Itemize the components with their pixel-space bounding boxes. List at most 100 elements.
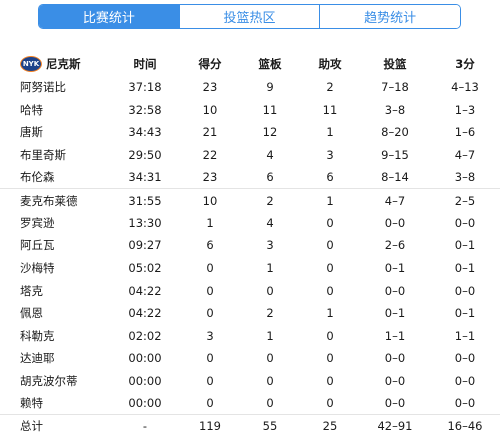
column-header-assists[interactable]: 助攻 <box>318 57 342 71</box>
tab-game-stats[interactable]: 比赛统计 <box>39 5 179 28</box>
player-rebounds: 1 <box>266 261 274 276</box>
player-assists: 11 <box>322 102 338 117</box>
totals-label: 总计 <box>0 414 110 438</box>
player-minutes: 02:02 <box>128 328 162 343</box>
player-minutes: 05:02 <box>128 261 162 276</box>
player-row[interactable]: 科勒克 02:02 3 1 0 1–1 1–1 <box>0 325 500 348</box>
player-rebounds: 0 <box>266 351 274 366</box>
player-row[interactable]: 哈特 32:58 10 11 11 3–8 1–3 <box>0 99 500 122</box>
player-name[interactable]: 阿努诺比 <box>20 80 66 95</box>
player-row[interactable]: 布伦森 34:31 23 6 6 8–14 3–8 <box>0 166 500 190</box>
player-field-goals: 9–15 <box>381 148 409 163</box>
player-three-pointers: 0–0 <box>454 351 476 366</box>
player-points: 23 <box>202 80 218 95</box>
player-points: 0 <box>206 396 214 411</box>
player-name[interactable]: 阿丘瓦 <box>20 238 55 253</box>
tab-shot-chart[interactable]: 投篮热区 <box>178 5 320 28</box>
player-points: 22 <box>202 148 218 163</box>
player-assists: 1 <box>326 306 334 321</box>
column-header-time[interactable]: 时间 <box>133 57 157 71</box>
player-name[interactable]: 佩恩 <box>20 306 43 321</box>
player-field-goals: 3–8 <box>384 102 406 117</box>
player-row[interactable]: 阿丘瓦 09:27 6 3 0 2–6 0–1 <box>0 234 500 257</box>
player-field-goals: 0–0 <box>384 374 406 389</box>
player-name[interactable]: 胡克波尔蒂 <box>20 374 78 389</box>
player-rebounds: 2 <box>266 193 274 208</box>
totals-assists: 25 <box>300 414 360 438</box>
player-field-goals: 0–0 <box>384 215 406 230</box>
column-header-three-pointers[interactable]: 3分 <box>455 57 475 71</box>
player-points: 0 <box>206 283 214 298</box>
player-name[interactable]: 哈特 <box>20 102 43 117</box>
player-minutes: 29:50 <box>128 148 162 163</box>
player-name[interactable]: 赖特 <box>20 396 43 411</box>
player-minutes: 00:00 <box>128 351 162 366</box>
totals-points: 119 <box>180 414 240 438</box>
player-name[interactable]: 塔克 <box>20 283 43 298</box>
player-minutes: 32:58 <box>128 102 162 117</box>
player-assists: 6 <box>300 166 360 190</box>
player-name[interactable]: 布伦森 <box>0 166 110 190</box>
player-field-goals: 0–1 <box>384 261 406 276</box>
player-assists: 0 <box>326 283 334 298</box>
player-minutes: 09:27 <box>128 238 162 253</box>
player-three-pointers: 0–0 <box>454 374 476 389</box>
player-minutes: 34:43 <box>128 125 162 140</box>
totals-three-pointers: 16–46 <box>430 414 500 438</box>
player-rebounds: 12 <box>262 125 278 140</box>
player-assists: 1 <box>326 125 334 140</box>
player-three-pointers: 1–1 <box>454 328 476 343</box>
player-minutes: 13:30 <box>128 215 162 230</box>
tab-bar: 比赛统计 投篮热区 趋势统计 <box>0 0 500 42</box>
player-rebounds: 0 <box>266 283 274 298</box>
player-name[interactable]: 麦克布莱德 <box>20 193 78 208</box>
player-row[interactable]: 麦克布莱德 31:55 10 2 1 4–7 2–5 <box>0 189 500 212</box>
player-points: 0 <box>206 374 214 389</box>
totals-rebounds: 55 <box>240 414 300 438</box>
player-assists: 2 <box>326 80 334 95</box>
player-minutes: 00:00 <box>128 374 162 389</box>
player-three-pointers: 0–1 <box>454 238 476 253</box>
player-name[interactable]: 达迪耶 <box>20 351 55 366</box>
player-row[interactable]: 达迪耶 00:00 0 0 0 0–0 0–0 <box>0 347 500 370</box>
player-points: 21 <box>202 125 218 140</box>
player-points: 23 <box>180 166 240 190</box>
player-points: 0 <box>206 351 214 366</box>
player-three-pointers: 3–8 <box>430 166 500 190</box>
player-points: 6 <box>206 238 214 253</box>
player-name[interactable]: 科勒克 <box>20 328 55 343</box>
player-field-goals: 0–1 <box>384 306 406 321</box>
player-name[interactable]: 沙梅特 <box>20 261 55 276</box>
player-row[interactable]: 赖特 00:00 0 0 0 0–0 0–0 <box>0 392 500 415</box>
table-header-row: NYK 尼克斯 时间 得分 篮板 助攻 投篮 3分 <box>0 52 500 76</box>
player-points: 0 <box>206 261 214 276</box>
column-header-points[interactable]: 得分 <box>198 57 222 71</box>
player-row[interactable]: 塔克 04:22 0 0 0 0–0 0–0 <box>0 279 500 302</box>
player-rebounds: 2 <box>266 306 274 321</box>
player-rebounds: 4 <box>266 215 274 230</box>
player-row[interactable]: 唐斯 34:43 21 12 1 8–20 1–6 <box>0 121 500 144</box>
player-three-pointers: 2–5 <box>454 193 476 208</box>
player-row[interactable]: 罗宾逊 13:30 1 4 0 0–0 0–0 <box>0 212 500 235</box>
player-row[interactable]: 布里奇斯 29:50 22 4 3 9–15 4–7 <box>0 144 500 167</box>
player-field-goals: 1–1 <box>384 328 406 343</box>
player-three-pointers: 0–1 <box>454 261 476 276</box>
player-points: 3 <box>206 328 214 343</box>
player-rebounds: 9 <box>266 80 274 95</box>
player-row[interactable]: 阿努诺比 37:18 23 9 2 7–18 4–13 <box>0 76 500 99</box>
column-header-rebounds[interactable]: 篮板 <box>258 57 282 71</box>
totals-time: - <box>110 414 180 438</box>
player-row[interactable]: 佩恩 04:22 0 2 1 0–1 0–1 <box>0 302 500 325</box>
player-name[interactable]: 布里奇斯 <box>20 148 66 163</box>
player-name[interactable]: 罗宾逊 <box>20 215 55 230</box>
player-assists: 0 <box>326 328 334 343</box>
player-assists: 0 <box>326 215 334 230</box>
player-three-pointers: 4–13 <box>451 80 479 95</box>
column-header-field-goals[interactable]: 投篮 <box>383 57 407 71</box>
tab-trend-stats[interactable]: 趋势统计 <box>319 5 460 28</box>
player-name[interactable]: 唐斯 <box>20 125 43 140</box>
player-rebounds: 3 <box>266 238 274 253</box>
player-row[interactable]: 胡克波尔蒂 00:00 0 0 0 0–0 0–0 <box>0 370 500 393</box>
totals-row: 总计 - 119 55 25 42–91 16–46 <box>0 414 500 438</box>
player-row[interactable]: 沙梅特 05:02 0 1 0 0–1 0–1 <box>0 257 500 280</box>
